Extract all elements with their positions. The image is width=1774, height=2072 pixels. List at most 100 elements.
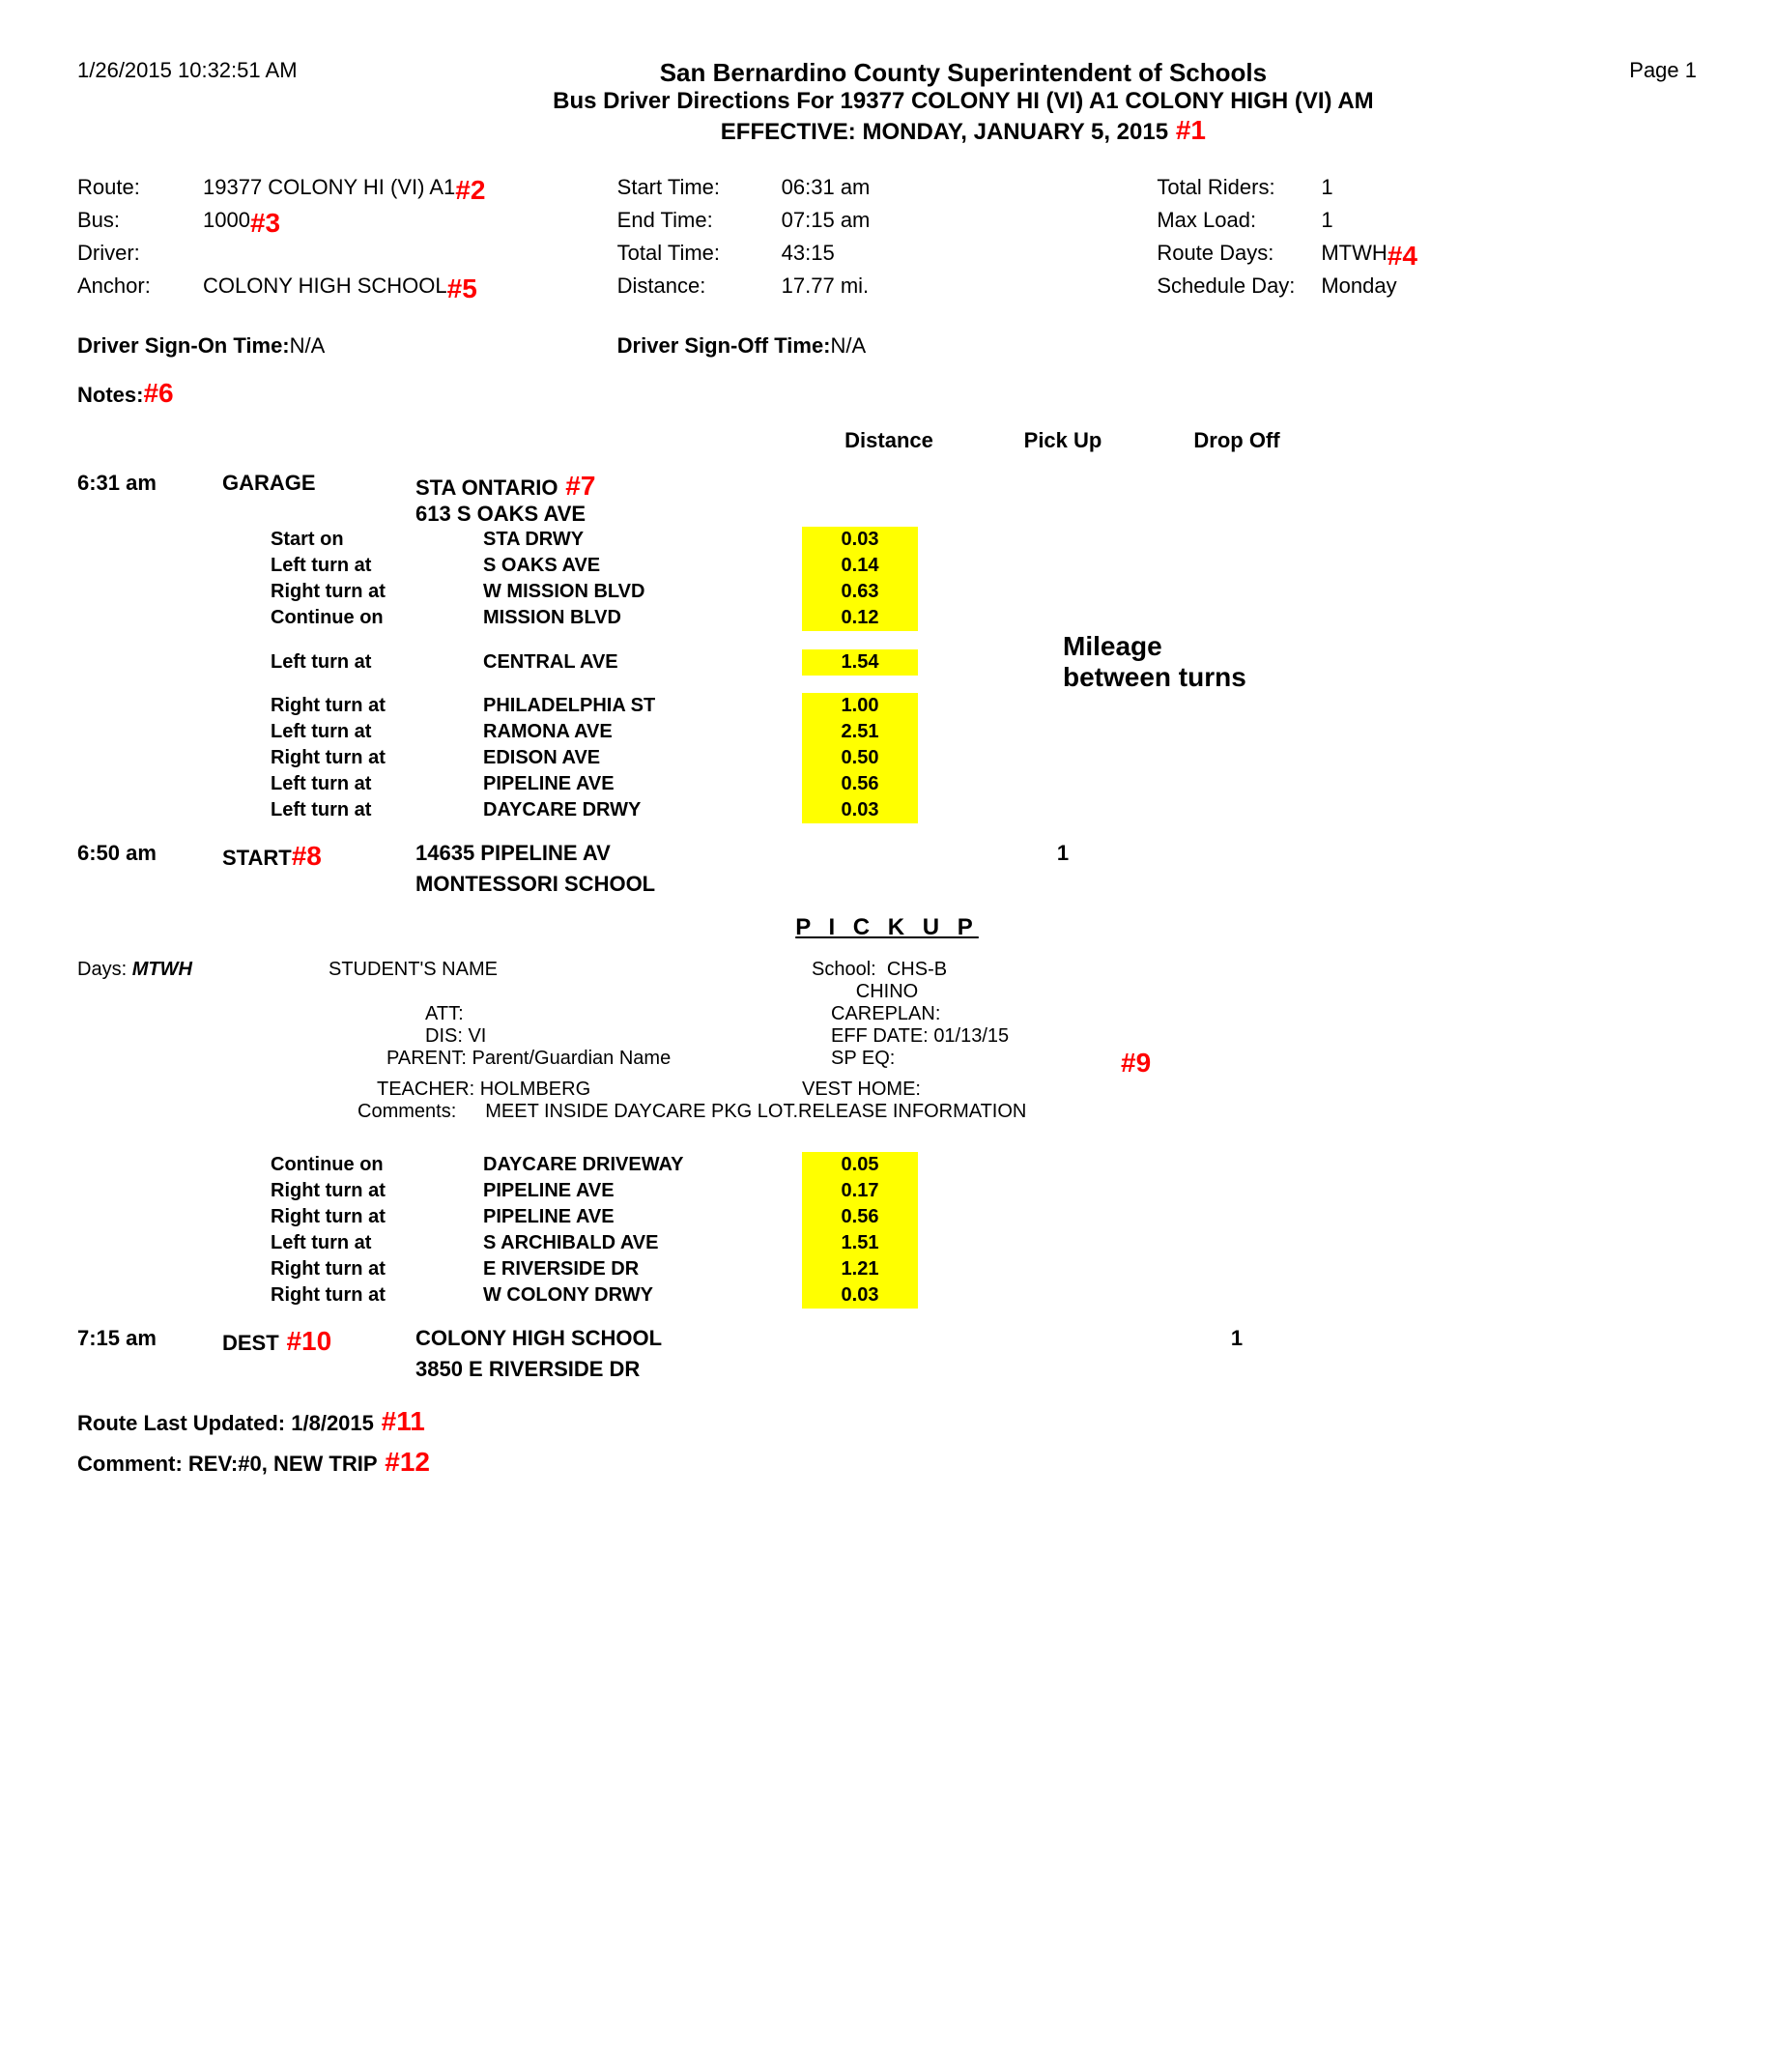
turn-street: PIPELINE AVE — [483, 773, 802, 795]
turn-instruction: Right turn at — [271, 1180, 483, 1202]
max-value: 1 — [1321, 208, 1332, 239]
bus-value: 1000 — [203, 208, 250, 239]
turn-row: Left turn atDAYCARE DRWY0.03 — [77, 797, 1697, 823]
student-detail-2: DIS: VI EFF DATE: 01/13/15 — [77, 1025, 1697, 1048]
dest-type: DEST — [222, 1331, 279, 1355]
start-value: 06:31 am — [782, 175, 871, 206]
comment-value: REV:#0, NEW TRIP — [188, 1452, 378, 1476]
dest-addr: 3850 E RIVERSIDE DR — [415, 1357, 802, 1382]
stop-garage: 6:31 am GARAGE STA ONTARIO #7 — [77, 471, 1697, 502]
turn-mileage: 1.00 — [802, 693, 918, 719]
turns-list-1: Start onSTA DRWY0.03Left turn atS OAKS A… — [77, 527, 1697, 823]
comments-value: MEET INSIDE DAYCARE PKG LOT.RELEASE INFO… — [485, 1101, 1026, 1123]
sched-value: Monday — [1321, 273, 1396, 304]
turn-mileage: 0.50 — [802, 745, 918, 771]
driver-label: Driver: — [77, 241, 203, 272]
student-school-label: School: — [812, 959, 876, 980]
parent-value: Parent/Guardian Name — [472, 1048, 672, 1069]
student-detail-1: ATT: CAREPLAN: — [77, 1003, 1697, 1025]
signoff-value: N/A — [831, 333, 867, 358]
turn-row: Right turn atE RIVERSIDE DR1.21 — [77, 1256, 1697, 1282]
teacher-label: TEACHER: — [377, 1079, 474, 1100]
footer-comment: Comment: REV:#0, NEW TRIP #12 — [77, 1447, 1697, 1478]
tag-4: #4 — [1388, 241, 1417, 272]
teacher-value: HOLMBERG — [480, 1079, 590, 1100]
bus-label: Bus: — [77, 208, 203, 239]
report-header: 1/26/2015 10:32:51 AM San Bernardino Cou… — [77, 58, 1697, 146]
route-value: 19377 COLONY HI (VI) A1 — [203, 175, 455, 206]
turn-row: Right turn atW COLONY DRWY0.03 — [77, 1282, 1697, 1309]
turn-street: PHILADELPHIA ST — [483, 695, 802, 717]
speq-cell: SP EQ: — [831, 1048, 1121, 1079]
dist-label: Distance: — [617, 273, 782, 304]
dest-name: COLONY HIGH SCHOOL — [415, 1326, 802, 1357]
end-time-line: End Time: 07:15 am — [617, 208, 1158, 239]
tag-3: #3 — [250, 208, 280, 239]
dest-dropoff-count: 1 — [1150, 1326, 1324, 1357]
notes-line: Notes:#6 — [77, 378, 1697, 409]
turn-row: Left turn atRAMONA AVE2.51 — [77, 719, 1697, 745]
footer-updated: Route Last Updated: 1/8/2015 #11 — [77, 1406, 1697, 1437]
turn-street: PIPELINE AVE — [483, 1180, 802, 1202]
days-value: MTWH — [1321, 241, 1387, 272]
student-detail-3: PARENT: Parent/Guardian Name SP EQ: #9 — [77, 1048, 1697, 1079]
dis-label: DIS: — [425, 1025, 463, 1047]
eff-value: 01/13/15 — [933, 1025, 1009, 1047]
start-pickup-count: 1 — [976, 841, 1150, 872]
turn-street: DAYCARE DRWY — [483, 799, 802, 821]
tag-8: #8 — [292, 841, 322, 871]
turn-instruction: Left turn at — [271, 1232, 483, 1254]
signon-label: Driver Sign-On Time: — [77, 333, 290, 358]
riders-line: Total Riders: 1 — [1157, 175, 1697, 206]
signoff-cell: Driver Sign-Off Time:N/A — [617, 333, 1158, 359]
turn-row: Continue onMISSION BLVD0.12 — [77, 605, 1697, 631]
effective-text: EFFECTIVE: MONDAY, JANUARY 5, 2015 — [721, 119, 1168, 145]
route-line: Route: 19377 COLONY HI (VI) A1 #2 — [77, 175, 617, 206]
total-time-line: Total Time: 43:15 — [617, 241, 1158, 272]
dist-value: 17.77 mi. — [782, 273, 870, 304]
effective-line: EFFECTIVE: MONDAY, JANUARY 5, 2015 #1 — [298, 115, 1630, 146]
turn-instruction: Right turn at — [271, 1258, 483, 1281]
dest-type-cell: DEST #10 — [222, 1326, 415, 1357]
riders-value: 1 — [1321, 175, 1332, 206]
max-label: Max Load: — [1157, 208, 1321, 239]
student-detail-4: TEACHER: HOLMBERG VEST HOME: — [77, 1079, 1697, 1101]
tag-7: #7 — [558, 471, 595, 501]
end-label: End Time: — [617, 208, 782, 239]
turn-mileage: 0.14 — [802, 553, 918, 579]
turn-row: Left turn atS OAKS AVE0.14 — [77, 553, 1697, 579]
stop-start-addr: MONTESSORI SCHOOL — [77, 872, 1697, 897]
turn-mileage: 0.63 — [802, 579, 918, 605]
comments-label: Comments: — [358, 1101, 456, 1123]
updated-label: Route Last Updated: — [77, 1411, 285, 1435]
student-days-cell: Days: MTWH — [77, 959, 329, 981]
bus-line: Bus: 1000 #3 — [77, 208, 617, 239]
stop-garage-addr: 613 S OAKS AVE — [77, 502, 1697, 527]
turn-instruction: Right turn at — [271, 1206, 483, 1228]
turn-row: Right turn atEDISON AVE0.50 — [77, 745, 1697, 771]
teacher-cell: TEACHER: HOLMBERG — [377, 1079, 831, 1101]
stop-start: 6:50 am START#8 14635 PIPELINE AV 1 — [77, 841, 1697, 872]
stop-dest-addr: 3850 E RIVERSIDE DR — [77, 1357, 1697, 1382]
turn-street: CENTRAL AVE — [483, 651, 802, 674]
vest-label: VEST HOME: — [802, 1079, 921, 1100]
days-line: Route Days: MTWH #4 — [1157, 241, 1697, 272]
turn-street: W COLONY DRWY — [483, 1284, 802, 1307]
garage-time: 6:31 am — [77, 471, 222, 502]
turn-street: RAMONA AVE — [483, 721, 802, 743]
student-school: CHS-B — [887, 959, 947, 980]
sched-line: Schedule Day: Monday — [1157, 273, 1697, 304]
careplan-label: CAREPLAN: — [831, 1003, 940, 1024]
turn-row: Continue onDAYCARE DRIVEWAY0.05 — [77, 1152, 1697, 1178]
notes-label: Notes: — [77, 383, 143, 407]
signon-cell: Driver Sign-On Time:N/A — [77, 333, 617, 359]
careplan-cell: CAREPLAN: — [831, 1003, 1121, 1025]
turn-mileage: 1.51 — [802, 1230, 918, 1256]
turn-street: S ARCHIBALD AVE — [483, 1232, 802, 1254]
turn-mileage: 2.51 — [802, 719, 918, 745]
days-label: Route Days: — [1157, 241, 1321, 272]
turn-row: Left turn atPIPELINE AVE0.56 — [77, 771, 1697, 797]
turn-instruction: Right turn at — [271, 1284, 483, 1307]
end-value: 07:15 am — [782, 208, 871, 239]
turn-mileage: 0.56 — [802, 1204, 918, 1230]
